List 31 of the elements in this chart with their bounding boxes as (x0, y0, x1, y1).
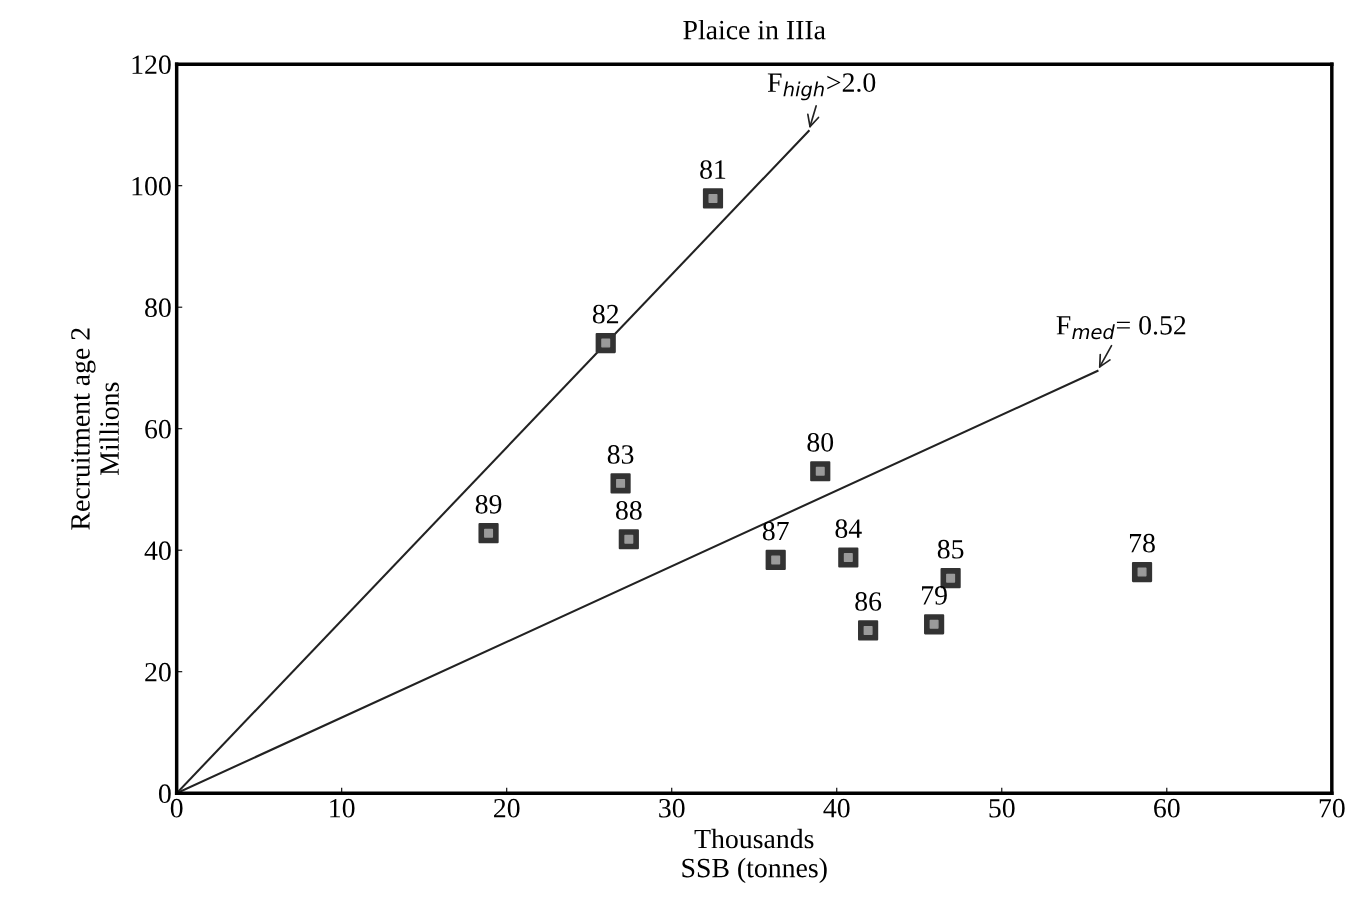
x-tick-label: 50 (989, 798, 1015, 818)
y-tick-label: 0 (158, 784, 171, 804)
x-tick-label: 60 (1154, 798, 1180, 818)
annotation: 80 (807, 432, 834, 452)
annotation: 81 (700, 160, 726, 179)
chart-title: Plaice in IIIa (683, 19, 826, 40)
y-tick-label: 120 (132, 55, 171, 75)
annotation: 87 (762, 521, 789, 541)
x-tick-label: 30 (659, 798, 685, 818)
annotation: 78 (1129, 533, 1155, 553)
y-tick-label: 40 (144, 541, 171, 561)
y-tick-label: 20 (145, 662, 171, 682)
y-tick-label: 60 (145, 419, 171, 439)
x-axis-title: Thousands SSB (tonnes) (682, 828, 827, 884)
y-tick-label: 80 (145, 298, 171, 318)
annotation: F$_{med}$= 0.52 (1056, 315, 1186, 340)
annotation: 82 (592, 304, 619, 324)
annotation: F$_{high}$>2.0 (767, 73, 876, 101)
annotation: 86 (855, 592, 882, 611)
y-axis-title: Recruitment age 2 Millions (71, 328, 119, 530)
annotation: 88 (616, 500, 642, 520)
annotation: 85 (937, 539, 964, 559)
x-tick-label: 70 (1319, 798, 1345, 818)
annotation: 89 (475, 494, 502, 514)
y-tick-label: 100 (132, 176, 171, 196)
annotation: 79 (922, 586, 947, 605)
x-tick-label: 20 (494, 798, 520, 818)
annotation: 84 (835, 519, 862, 538)
x-tick-label: 10 (330, 798, 355, 818)
annotation: 83 (607, 445, 634, 464)
x-tick-label: 40 (823, 798, 850, 818)
